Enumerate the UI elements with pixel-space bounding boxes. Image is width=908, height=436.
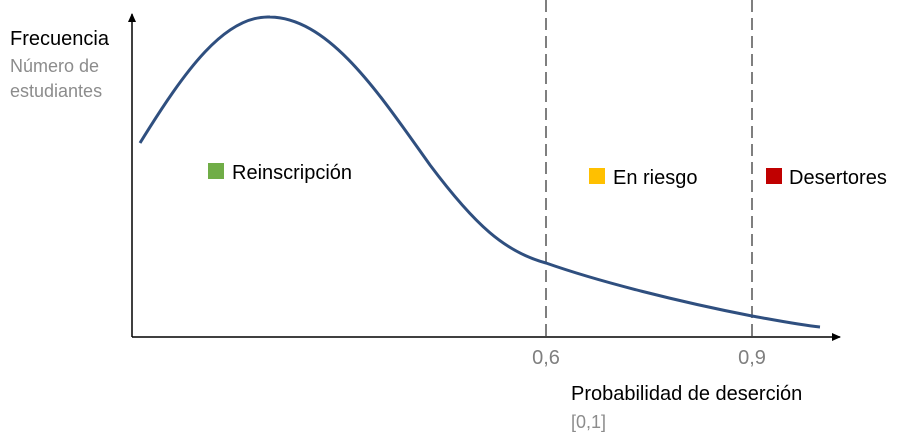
y-axis-label: Frecuencia — [10, 28, 110, 50]
y-axis-sublabel-line2: estudiantes — [10, 81, 102, 101]
zone-marker-en-riesgo — [589, 168, 605, 184]
zone-marker-desertores — [766, 168, 782, 184]
zone-label-reinscripcion: Reinscripción — [232, 162, 352, 184]
tick-label-0-9: 0,9 — [738, 347, 766, 369]
x-axis-range-label: [0,1] — [571, 412, 606, 432]
distribution-curve — [138, 15, 821, 329]
y-axis-sublabel-line1: Número de — [10, 56, 99, 76]
zone-label-desertores: Desertores — [789, 167, 887, 189]
x-axis-label: Probabilidad de deserción — [571, 383, 802, 405]
zone-label-en-riesgo: En riesgo — [613, 167, 698, 189]
zone-marker-reinscripcion — [208, 163, 224, 179]
tick-label-0-6: 0,6 — [532, 347, 560, 369]
